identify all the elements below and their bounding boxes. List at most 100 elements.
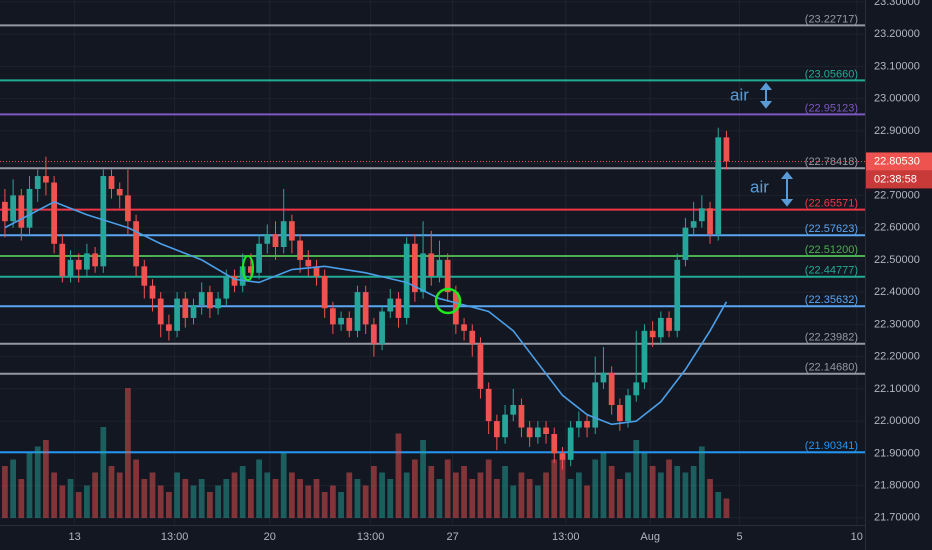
volume-bar (321, 492, 328, 518)
candle-body (657, 317, 664, 338)
candle-body (2, 201, 8, 222)
volume-bar (313, 479, 320, 518)
x-tick-label: 20 (264, 531, 276, 543)
volume-bar (256, 459, 262, 518)
volume-bar (330, 485, 336, 518)
candle-body (707, 208, 713, 235)
y-tick-label: 22.00000 (874, 415, 920, 427)
candle-body (354, 292, 361, 331)
volume-bar (75, 492, 82, 518)
candle-body (141, 266, 148, 286)
x-tick-label: 10 (851, 531, 863, 543)
candle-body (723, 137, 730, 162)
candle-body (321, 276, 328, 309)
level-label: (22.95123) (805, 102, 858, 114)
volume-bar (231, 472, 238, 518)
candle-body (485, 388, 492, 422)
y-tick-label: 23.00000 (874, 93, 920, 105)
volume-bar (108, 466, 115, 518)
candle-body (666, 317, 672, 331)
volume-bar (149, 472, 156, 518)
candle-body (239, 266, 246, 286)
candle-body (157, 298, 164, 325)
candle-body (256, 243, 262, 273)
candle-body (452, 292, 459, 325)
candle-body (338, 317, 344, 325)
volume-bar (723, 498, 730, 518)
volume-bar (510, 485, 517, 518)
candle-body (493, 421, 500, 438)
volume-bar (338, 492, 344, 518)
candle-body (690, 221, 697, 228)
x-tick-label: 13:00 (552, 531, 580, 543)
candle-body (231, 276, 238, 286)
volume-bar (641, 453, 648, 518)
volume-bar (649, 466, 656, 518)
candle-body (584, 421, 590, 428)
overlay (0, 160, 865, 426)
candle-body (149, 285, 156, 299)
volume-bar (502, 466, 508, 518)
last-price-box (866, 152, 932, 171)
x-tick-label: 13:00 (161, 531, 189, 543)
volume-bar (18, 479, 25, 518)
y-tick-label: 22.10000 (874, 383, 920, 395)
volume-bar (551, 459, 558, 518)
volume-bar (469, 479, 476, 518)
countdown-box (866, 170, 932, 189)
volume-bar (280, 453, 287, 518)
volume-bar (616, 479, 623, 518)
level-label: (22.78418) (805, 156, 858, 168)
moving-average (4, 200, 728, 426)
volume-bar (543, 472, 549, 518)
marker-circle (242, 255, 254, 281)
volume-bar (289, 472, 295, 518)
volume-bar (100, 427, 107, 518)
volume-bar (575, 472, 582, 518)
volume-bar (166, 492, 172, 518)
candle-body (436, 259, 443, 277)
candle-body (567, 427, 574, 460)
y-tick-label: 22.30000 (874, 318, 920, 330)
volume-bar (223, 479, 230, 518)
level-label: (21.90341) (805, 440, 858, 452)
y-tick-label: 22.40000 (874, 286, 920, 298)
volume-bar (346, 472, 353, 518)
candle-body (420, 253, 426, 293)
volume-bar (518, 472, 525, 518)
candle-body (133, 221, 139, 267)
candle-body (248, 266, 254, 273)
candle-body (313, 266, 320, 277)
level-label: (22.23982) (805, 332, 858, 344)
volume-bar (428, 466, 435, 518)
x-tick-label: Aug (640, 531, 660, 543)
candle-body (330, 308, 336, 325)
level-label: (22.51200) (805, 244, 858, 256)
level-label: (22.44777) (805, 265, 858, 277)
candle-body (43, 176, 49, 183)
volume-bar (182, 479, 189, 518)
volume-bar (362, 485, 369, 518)
candle-body (297, 240, 303, 260)
candle-body (649, 330, 656, 338)
volume-bar (198, 479, 205, 518)
x-tick-label: 27 (446, 531, 458, 543)
volume-bar (305, 485, 312, 518)
volume-bar (215, 485, 221, 518)
volume-bar (534, 485, 541, 518)
level-label: (23.05660) (805, 68, 858, 80)
candle-body (289, 221, 295, 241)
candle-body (575, 421, 582, 428)
y-tick-label: 22.90000 (874, 125, 920, 137)
candle-body (412, 243, 418, 293)
candle-body (84, 253, 90, 270)
level-label: (22.57623) (805, 223, 858, 235)
candle-body (280, 221, 287, 247)
volume-bar (715, 492, 722, 518)
volume-bar (412, 459, 418, 518)
volume-bar (92, 472, 98, 518)
candle-body (477, 343, 484, 389)
volume-bar (592, 459, 599, 518)
volume-bar (657, 472, 664, 518)
